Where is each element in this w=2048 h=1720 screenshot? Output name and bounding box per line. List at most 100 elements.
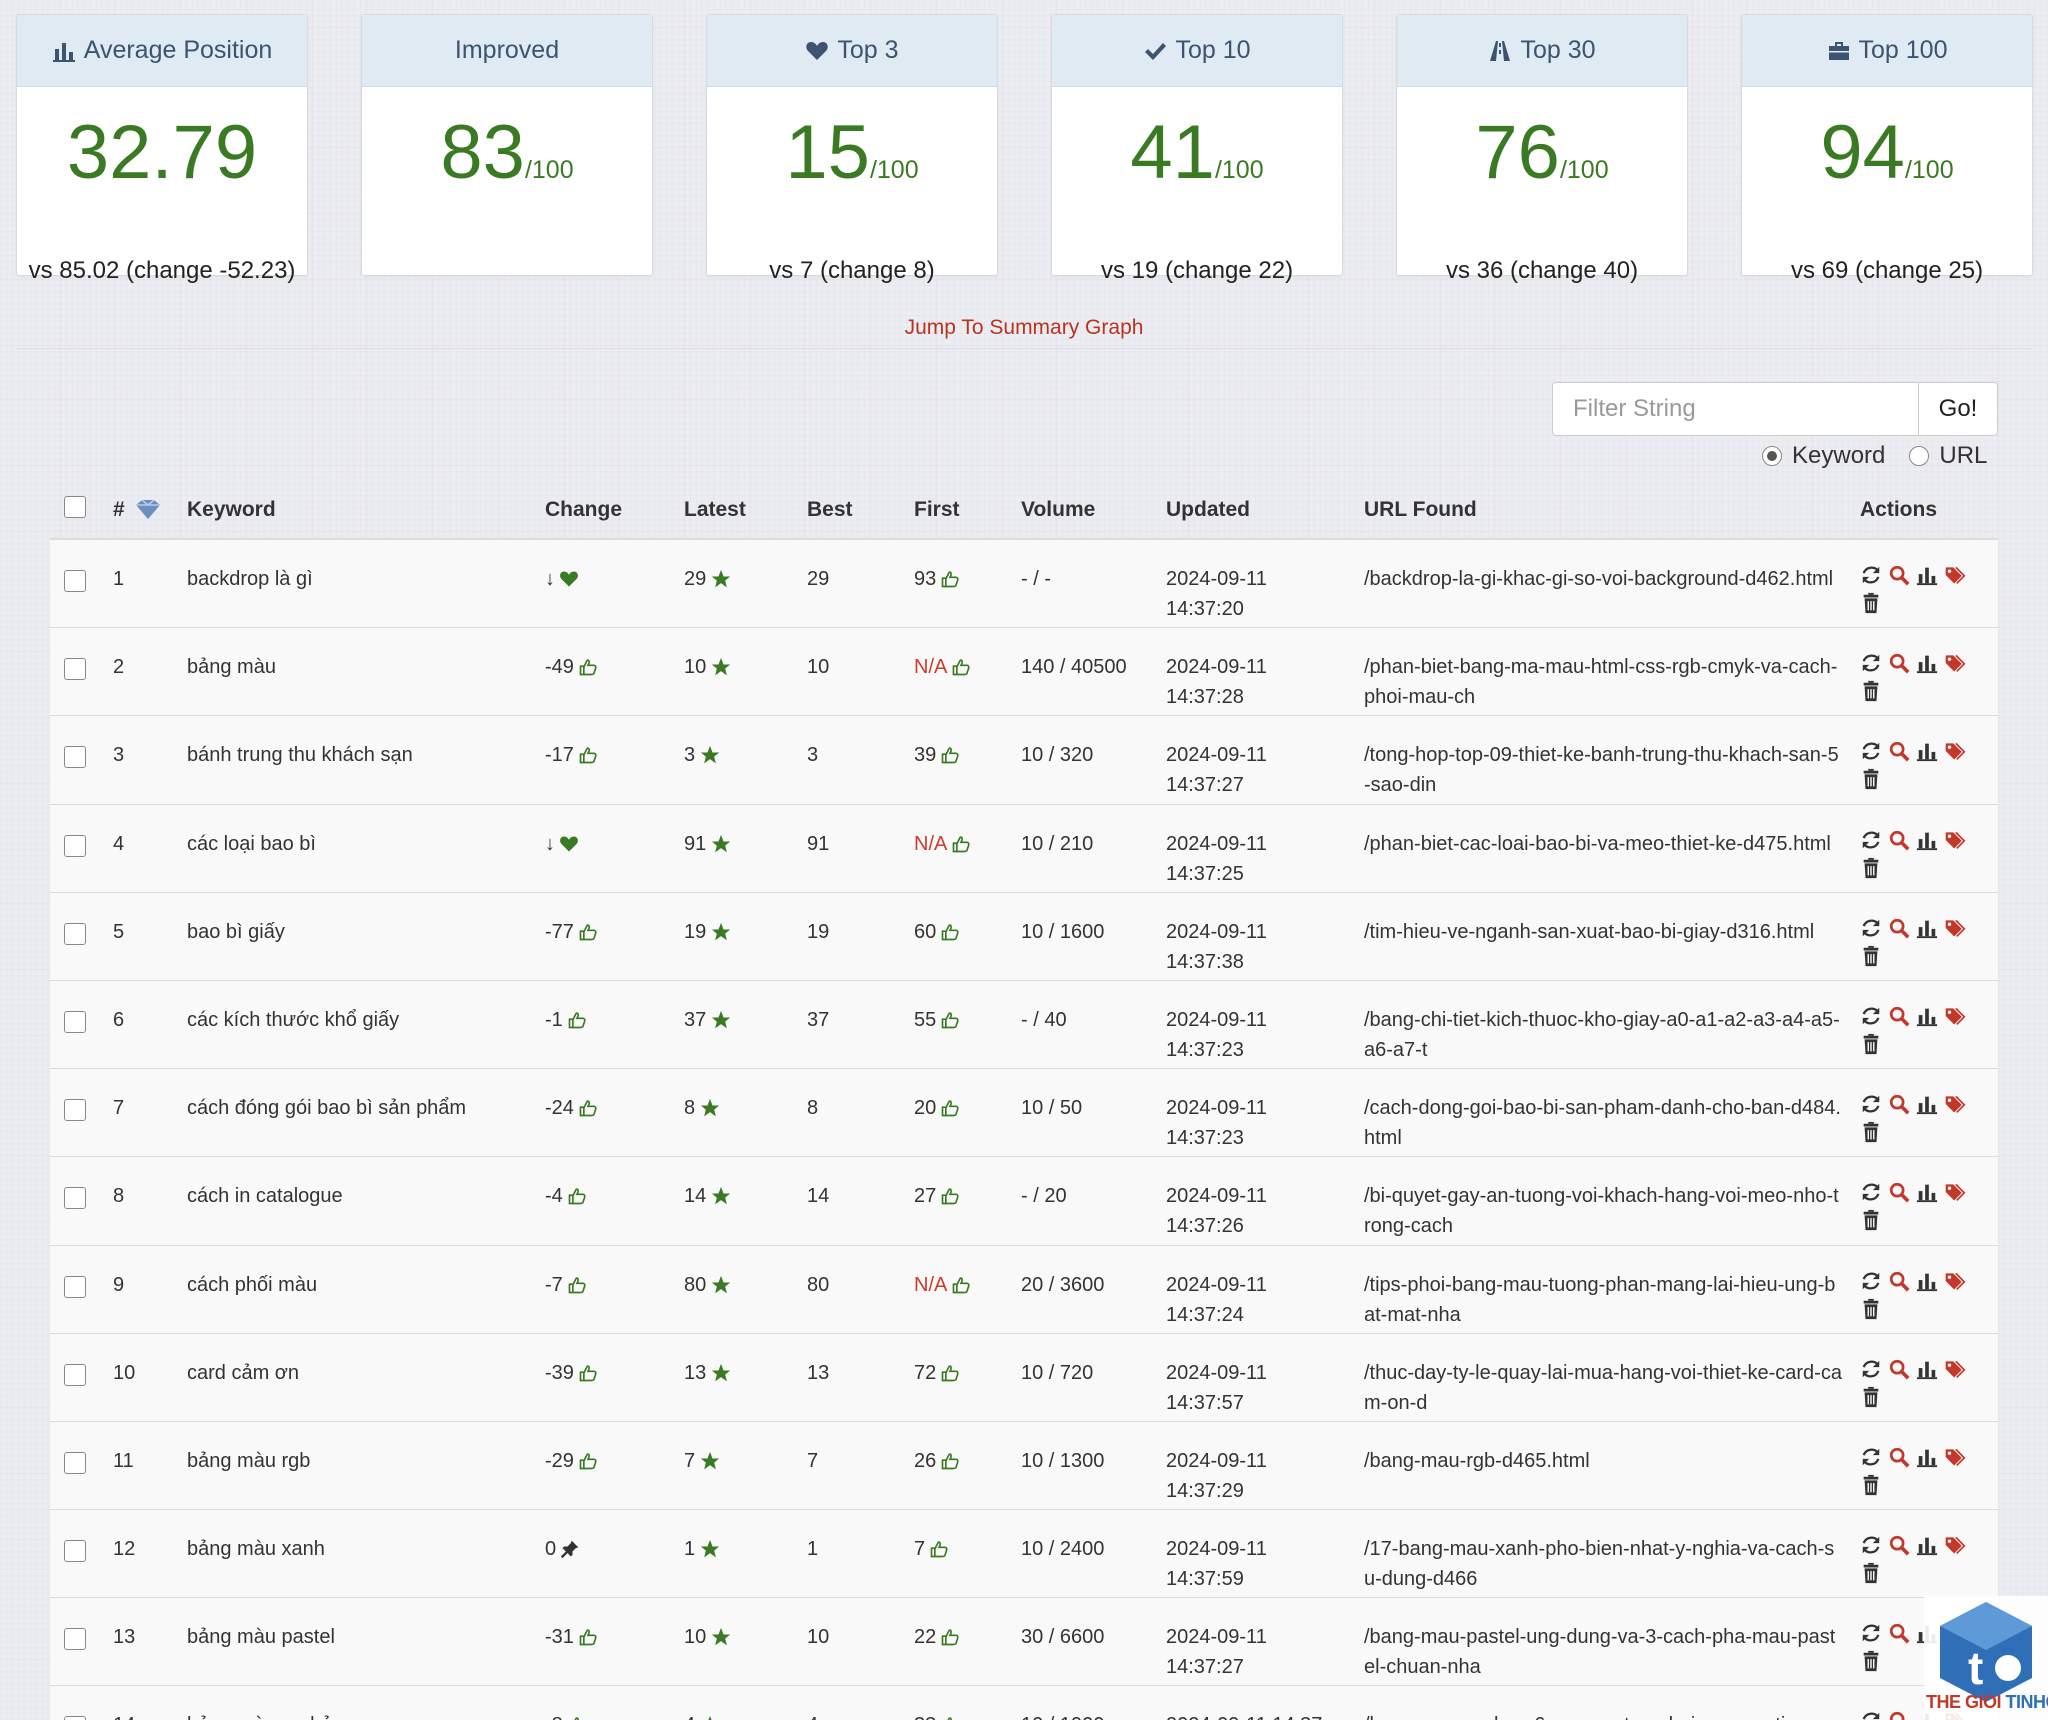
tags-icon[interactable] xyxy=(1944,1181,1966,1203)
url-found-cell[interactable]: /backdrop-la-gi-khac-gi-so-voi-backgroun… xyxy=(1364,568,1834,590)
row-checkbox[interactable] xyxy=(64,834,86,857)
column-header-updated[interactable]: Updated xyxy=(1166,498,1250,521)
search-icon[interactable] xyxy=(1888,917,1910,939)
tags-icon[interactable] xyxy=(1944,1446,1966,1468)
refresh-icon[interactable] xyxy=(1860,917,1882,939)
trash-icon[interactable] xyxy=(1860,1474,1882,1496)
row-checkbox[interactable] xyxy=(64,570,86,592)
select-all-checkbox[interactable] xyxy=(64,496,86,518)
url-found-cell[interactable]: /cach-dong-goi-bao-bi-san-pham-danh-cho-… xyxy=(1364,1097,1841,1150)
radio-keyword-circle[interactable] xyxy=(1762,446,1782,466)
table-row[interactable]: 7 cách đóng gói bao bì sản phẩm -24 8 8 20 10 … xyxy=(50,1069,1998,1158)
table-row[interactable]: 2 bảng màu -49 10 10 N/A 140 / 40500 2024-09-11… xyxy=(50,628,1998,717)
radio-url-circle[interactable] xyxy=(1909,446,1930,466)
row-checkbox[interactable] xyxy=(64,1363,86,1386)
stats-icon[interactable] xyxy=(1916,1446,1938,1468)
tags-icon[interactable] xyxy=(1944,740,1966,762)
url-found-cell[interactable]: /tim-hieu-ve-nganh-san-xuat-bao-bi-giay-… xyxy=(1364,920,1815,943)
stats-icon[interactable] xyxy=(1916,740,1938,762)
column-header-change[interactable]: Change xyxy=(545,498,623,521)
tags-icon[interactable] xyxy=(1944,1358,1966,1380)
search-icon[interactable] xyxy=(1888,1093,1910,1115)
stats-icon[interactable] xyxy=(1916,1093,1938,1115)
trash-icon[interactable] xyxy=(1860,945,1882,967)
row-checkbox[interactable] xyxy=(64,746,86,769)
refresh-icon[interactable] xyxy=(1860,652,1882,674)
refresh-icon[interactable] xyxy=(1860,1181,1882,1203)
stats-icon[interactable] xyxy=(1916,1358,1938,1380)
tags-icon[interactable] xyxy=(1944,829,1966,851)
stats-icon[interactable] xyxy=(1916,564,1938,586)
refresh-icon[interactable] xyxy=(1860,740,1882,762)
url-found-cell[interactable]: /bi-quyet-gay-an-tuong-voi-khach-hang-vo… xyxy=(1364,1185,1839,1238)
table-row[interactable]: 8 cách in catalogue -4 14 14 27 - / 20 2024-09-… xyxy=(50,1157,1998,1246)
refresh-icon[interactable] xyxy=(1860,1534,1882,1556)
url-found-cell[interactable]: /bang-chi-tiet-kich-thuoc-kho-giay-a0-a1… xyxy=(1364,1008,1840,1061)
trash-icon[interactable] xyxy=(1860,1562,1882,1584)
radio-keyword[interactable]: Keyword xyxy=(1762,442,1885,470)
tags-icon[interactable] xyxy=(1944,1534,1966,1556)
column-header-num[interactable]: # xyxy=(113,498,161,522)
url-found-cell[interactable]: /bang-mau-co-ban-6-nguyen-tac-phoi-mau-v… xyxy=(1364,1710,1844,1720)
search-icon[interactable] xyxy=(1888,740,1910,762)
tags-icon[interactable] xyxy=(1944,1005,1966,1027)
url-found-cell[interactable]: /tips-phoi-bang-mau-tuong-phan-mang-lai-… xyxy=(1364,1273,1836,1326)
trash-icon[interactable] xyxy=(1860,592,1882,614)
refresh-icon[interactable] xyxy=(1860,1710,1882,1720)
row-checkbox[interactable] xyxy=(64,1275,86,1298)
sort-icon[interactable] xyxy=(135,499,161,521)
row-checkbox[interactable] xyxy=(64,1099,86,1122)
row-checkbox[interactable] xyxy=(64,1451,86,1474)
column-header-first[interactable]: First xyxy=(914,498,960,521)
trash-icon[interactable] xyxy=(1860,1386,1882,1408)
column-header-url-found[interactable]: URL Found xyxy=(1364,498,1477,521)
trash-icon[interactable] xyxy=(1860,857,1882,879)
url-found-cell[interactable]: /bang-mau-rgb-d465.html xyxy=(1364,1449,1590,1472)
stats-icon[interactable] xyxy=(1916,1534,1938,1556)
column-header-volume[interactable]: Volume xyxy=(1021,498,1096,521)
row-checkbox[interactable] xyxy=(64,922,86,945)
search-icon[interactable] xyxy=(1888,1181,1910,1203)
refresh-icon[interactable] xyxy=(1860,1622,1882,1644)
refresh-icon[interactable] xyxy=(1860,1005,1882,1027)
column-header-keyword[interactable]: Keyword xyxy=(187,498,276,521)
search-icon[interactable] xyxy=(1888,564,1910,586)
stats-icon[interactable] xyxy=(1916,1181,1938,1203)
stats-icon[interactable] xyxy=(1916,652,1938,674)
table-row[interactable]: 4 các loại bao bì ↓ 91 91 N/A 10 / 210 2024-09-… xyxy=(50,804,1998,893)
search-icon[interactable] xyxy=(1888,1534,1910,1556)
refresh-icon[interactable] xyxy=(1860,1446,1882,1468)
column-header-best[interactable]: Best xyxy=(807,498,853,521)
table-row[interactable]: 6 các kích thước khổ giấy -1 37 37 55 - / 40 20… xyxy=(50,980,1998,1070)
refresh-icon[interactable] xyxy=(1860,1270,1882,1292)
row-checkbox[interactable] xyxy=(64,1716,86,1720)
trash-icon[interactable] xyxy=(1860,680,1882,702)
search-icon[interactable] xyxy=(1888,1270,1910,1292)
table-row[interactable]: 12 bảng màu xanh 0 1 1 7 10 / 2400 2024-09-11 1… xyxy=(50,1510,1998,1599)
trash-icon[interactable] xyxy=(1860,1121,1882,1143)
trash-icon[interactable] xyxy=(1860,1033,1882,1055)
row-checkbox[interactable] xyxy=(64,1628,86,1651)
table-row[interactable]: 3 bánh trung thu khách sạn -17 3 3 39 10 / 320… xyxy=(50,716,1998,805)
tags-icon[interactable] xyxy=(1944,1093,1966,1115)
tags-icon[interactable] xyxy=(1944,1270,1966,1292)
url-found-cell[interactable]: /17-bang-mau-xanh-pho-bien-nhat-y-nghia-… xyxy=(1364,1538,1835,1591)
table-row[interactable]: 1 backdrop là gì ↓ 29 29 93 - / - 2024-09-11 14… xyxy=(50,540,1998,629)
jump-to-summary-graph-link[interactable]: Jump To Summary Graph xyxy=(904,316,1144,339)
trash-icon[interactable] xyxy=(1860,1209,1882,1231)
stats-icon[interactable] xyxy=(1916,1005,1938,1027)
refresh-icon[interactable] xyxy=(1860,564,1882,586)
search-icon[interactable] xyxy=(1888,1710,1910,1720)
refresh-icon[interactable] xyxy=(1860,829,1882,851)
url-found-cell[interactable]: /tong-hop-top-09-thiet-ke-banh-trung-thu… xyxy=(1364,744,1839,797)
tags-icon[interactable] xyxy=(1944,917,1966,939)
tags-icon[interactable] xyxy=(1944,652,1966,674)
table-row[interactable]: 11 bảng màu rgb -29 7 7 26 10 / 1300 2024-09-11… xyxy=(50,1421,1998,1511)
row-checkbox[interactable] xyxy=(64,1187,86,1210)
url-found-cell[interactable]: /bang-mau-pastel-ung-dung-va-3-cach-pha-… xyxy=(1364,1626,1836,1679)
table-row[interactable]: 9 cách phối màu -7 80 80 N/A 20 / 3600 2024-09-… xyxy=(50,1245,1998,1334)
table-row[interactable]: 14 bảng màu cơ bản -8 4 4 33 10 / 1900 2024-09-… xyxy=(50,1686,1998,1720)
trash-icon[interactable] xyxy=(1860,1298,1882,1320)
search-icon[interactable] xyxy=(1888,1358,1910,1380)
row-checkbox[interactable] xyxy=(64,1540,86,1563)
